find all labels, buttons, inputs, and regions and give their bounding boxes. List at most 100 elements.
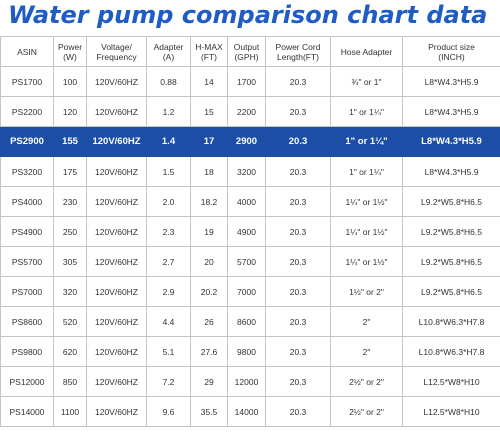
table-cell: 305 [53, 246, 87, 277]
table-cell: 19 [190, 216, 228, 247]
column-header: Output (GPH) [227, 36, 266, 67]
column-header-text: (INCH) [438, 51, 465, 62]
column-header: Hose Adapter [330, 36, 403, 67]
table-row-highlighted: PS2900 155 120V/60HZ 1.4 17 2900 20.3 1" or 1¼"… [0, 126, 500, 157]
table-cell: 120V/60HZ [86, 216, 147, 247]
column-header-text: (W) [63, 51, 77, 62]
table-cell: L10.8*W6.3*H7.8 [402, 306, 500, 337]
table-row: PS9800 620 120V/60HZ 5.1 27.6 9800 20.3 2" L10.8… [0, 336, 500, 367]
table-cell: 120V/60HZ [86, 66, 147, 97]
table-cell: 9.6 [146, 396, 191, 427]
table-cell: L8*W4.3*H5.9 [402, 66, 500, 97]
column-header-text: Power [57, 41, 83, 52]
column-header-text: Output [233, 41, 260, 52]
table-cell: 155 [53, 126, 87, 157]
column-header-text: H-MAX [195, 41, 223, 52]
table-cell: L9.2*W5.8*H6.5 [402, 186, 500, 217]
table-cell: L12.5*W8*H10 [402, 396, 500, 427]
column-header-text: (FT) [200, 51, 218, 62]
table-cell: 18.2 [190, 186, 228, 217]
table-cell: L12.5*W8*H10 [402, 366, 500, 397]
table-row: PS5700 305 120V/60HZ 2.7 20 5700 20.3 1¼" or 1½… [0, 246, 500, 277]
column-header: Power (W) [53, 36, 87, 67]
column-header-text: Length(FT) [276, 51, 320, 62]
table-cell: 20.3 [265, 66, 331, 97]
table-cell: L8*W4.3*H5.9 [402, 126, 500, 157]
table-cell: 120V/60HZ [86, 156, 147, 187]
column-header-text: Frequency [96, 51, 137, 62]
column-header-text: Adapter [153, 41, 184, 52]
table-cell: 14 [190, 66, 228, 97]
column-header: H-MAX (FT) [190, 36, 228, 67]
table-cell: 230 [53, 186, 87, 217]
table-cell: 26 [190, 306, 228, 337]
table-cell: 1700 [227, 66, 266, 97]
column-header: Adapter (A) [146, 36, 191, 67]
table-cell: 1.5 [146, 156, 191, 187]
column-header-text: ASIN [17, 46, 37, 57]
table-cell: 3200 [227, 156, 266, 187]
table-cell: L8*W4.3*H5.9 [402, 156, 500, 187]
table-cell: L8*W4.3*H5.9 [402, 96, 500, 127]
table-cell: 20.3 [265, 276, 331, 307]
table-cell: 12000 [227, 366, 266, 397]
table-cell: PS4000 [0, 186, 54, 217]
table-cell: 7000 [227, 276, 266, 307]
table-cell: PS5700 [0, 246, 54, 277]
column-header-text: (A) [162, 51, 175, 62]
table-cell: 120V/60HZ [86, 306, 147, 337]
table-cell: 120V/60HZ [86, 366, 147, 397]
column-header-text: Hose Adapter [340, 46, 393, 57]
table-cell: 20.3 [265, 396, 331, 427]
table-cell: 20.3 [265, 126, 331, 157]
table-cell: 120V/60HZ [86, 396, 147, 427]
table-cell: 2" [330, 306, 403, 337]
table-cell: ¾" or 1" [330, 66, 403, 97]
column-header-text: Product size [428, 41, 475, 52]
table-cell: 2.7 [146, 246, 191, 277]
table-cell: 20.3 [265, 246, 331, 277]
table-row: PS4900 250 120V/60HZ 2.3 19 4900 20.3 1¼" or 1½… [0, 216, 500, 247]
table-cell: 120V/60HZ [86, 186, 147, 217]
table-cell: PS14000 [0, 396, 54, 427]
table-cell: PS8600 [0, 306, 54, 337]
table-cell: 120 [53, 96, 87, 127]
table-cell: 2.9 [146, 276, 191, 307]
table-cell: 35.5 [190, 396, 228, 427]
table-cell: 7.2 [146, 366, 191, 397]
column-header: Product size (INCH) [402, 36, 500, 67]
table-cell: 0.88 [146, 66, 191, 97]
column-header: Voltage/Frequency [86, 36, 147, 67]
table-cell: 100 [53, 66, 87, 97]
table-cell: PS12000 [0, 366, 54, 397]
table-cell: 850 [53, 366, 87, 397]
table-cell: PS2900 [0, 126, 54, 157]
table-cell: 4900 [227, 216, 266, 247]
table-cell: 620 [53, 336, 87, 367]
table-header-row: ASIN Power (W) Voltage/Frequency Adapter (A) H… [0, 36, 500, 67]
table-cell: 175 [53, 156, 87, 187]
table-cell: 9800 [227, 336, 266, 367]
table-row: PS4000 230 120V/60HZ 2.0 18.2 4000 20.3 1¼" or … [0, 186, 500, 217]
table-cell: L10.8*W6.3*H7.8 [402, 336, 500, 367]
table-cell: 27.6 [190, 336, 228, 367]
table-cell: 1.2 [146, 96, 191, 127]
table-cell: 20.3 [265, 336, 331, 367]
table-cell: 5.1 [146, 336, 191, 367]
column-header: Power Cord Length(FT) [265, 36, 331, 67]
table-cell: 20 [190, 246, 228, 277]
table-row: PS2200 120 120V/60HZ 1.2 15 2200 20.3 1" or 1¼"… [0, 96, 500, 127]
table-cell: 20.3 [265, 156, 331, 187]
table-cell: 2200 [227, 96, 266, 127]
table-cell: 5700 [227, 246, 266, 277]
table-cell: 250 [53, 216, 87, 247]
column-header-text: Voltage/ [101, 41, 132, 52]
table-cell: L9.2*W5.8*H6.5 [402, 276, 500, 307]
table-cell: 20.3 [265, 366, 331, 397]
table-cell: 4000 [227, 186, 266, 217]
table-cell: 1" or 1¼" [330, 126, 403, 157]
table-cell: PS1700 [0, 66, 54, 97]
table-cell: 2" [330, 336, 403, 367]
table-cell: L9.2*W5.8*H6.5 [402, 216, 500, 247]
column-header-text: (GPH) [234, 51, 259, 62]
